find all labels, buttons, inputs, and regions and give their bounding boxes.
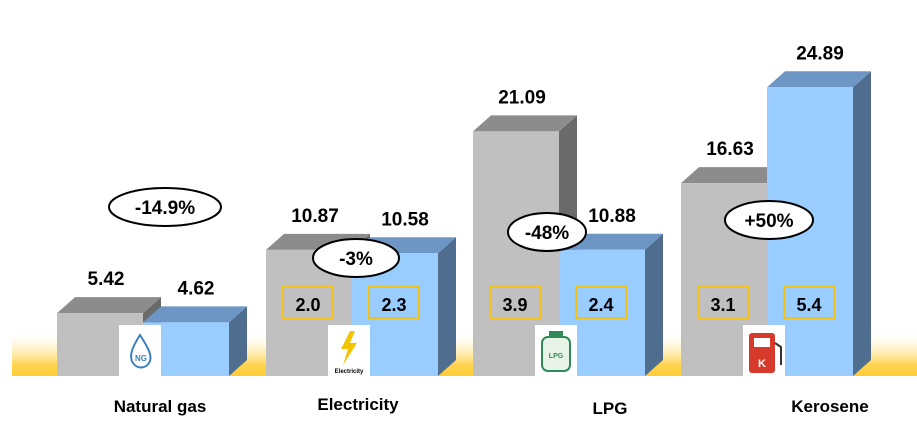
value-label-series2-1: 10.58	[381, 209, 429, 230]
kerosene-icon: K	[743, 325, 785, 377]
ng-text: NG	[135, 354, 147, 363]
bar-series1-3-top	[681, 167, 785, 184]
change-ellipse-0	[108, 187, 222, 227]
inner-box-3-0	[697, 286, 749, 319]
change-ellipse-2	[507, 212, 587, 252]
category-label-2: LPG	[593, 399, 628, 416]
value-label-series1-2: 21.09	[498, 87, 546, 108]
value-label-series1-3: 16.63	[706, 139, 754, 160]
inner-label-1-1: 2.3	[381, 295, 406, 315]
inner-label-3-0: 3.1	[710, 295, 735, 315]
inner-box-2-1	[575, 286, 627, 319]
inner-label-2-0: 3.9	[502, 295, 527, 315]
kerosene-screen	[754, 338, 770, 347]
inner-label-2-1: 2.4	[588, 295, 613, 315]
bar-series2-2-side	[645, 233, 663, 376]
electricity-icon: Electricity	[328, 325, 370, 377]
lpg-icon: LPG	[535, 325, 577, 377]
natural-gas-icon-bg	[119, 325, 161, 377]
category-label-3: Kerosene	[791, 397, 868, 416]
inner-box-1-1	[368, 286, 420, 319]
change-label-2: -48%	[525, 223, 569, 244]
bar-series1-0-top	[57, 297, 161, 314]
change-label-0: -14.9%	[135, 198, 195, 219]
value-label-series2-2: 10.88	[588, 206, 636, 227]
kerosene-hose	[774, 342, 782, 365]
lpg-valve	[549, 331, 563, 337]
bar-series2-0-top	[143, 306, 247, 323]
value-label-series1-1: 10.87	[291, 206, 339, 227]
inner-box-2-0	[489, 286, 541, 319]
bar-series1-2-top	[473, 115, 577, 132]
electricity-text: Electricity	[335, 369, 364, 375]
change-ellipse-1	[312, 238, 400, 278]
kerosene-text: K	[758, 358, 766, 370]
inner-box-1-0	[282, 286, 334, 319]
lightning-bolt	[341, 331, 357, 365]
change-label-3: +50%	[744, 211, 793, 232]
bar-series2-0-side	[229, 306, 247, 376]
lpg-text: LPG	[549, 353, 564, 360]
natural-gas-icon: NG	[119, 325, 161, 377]
value-label-series2-0: 4.62	[178, 278, 215, 299]
bar-series2-1-side	[438, 237, 456, 376]
category-label-0: Natural gas	[114, 397, 207, 416]
change-label-1: -3%	[339, 249, 373, 270]
value-label-series1-0: 5.42	[88, 269, 125, 290]
bar-series2-3-side	[853, 71, 871, 376]
category-label-1: Electricity	[317, 395, 399, 414]
inner-label-3-1: 5.4	[796, 295, 821, 315]
value-label-series2-3: 24.89	[796, 43, 844, 64]
inner-box-3-1	[783, 286, 835, 319]
bar-series2-3-top	[767, 71, 871, 88]
ng-drop	[130, 333, 152, 369]
overlay-layer: 5.42 4.62 NG -14.9% Natural gas 10.87 10.58 2.0…	[88, 43, 869, 418]
change-ellipse-3	[724, 200, 814, 240]
inner-label-1-0: 2.0	[295, 295, 320, 315]
